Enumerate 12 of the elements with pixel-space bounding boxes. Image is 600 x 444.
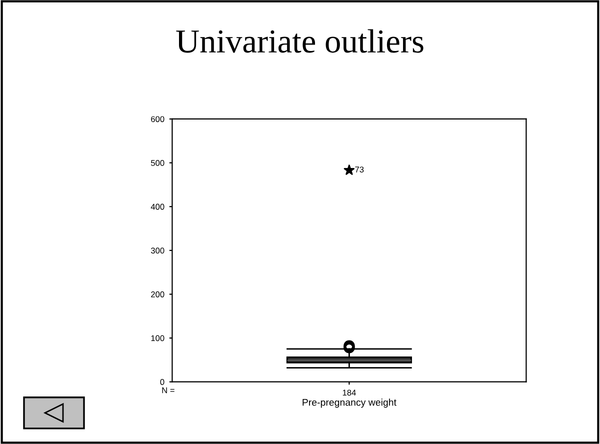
y-tick-label: 600 (151, 116, 164, 122)
y-tick-label: 200 (151, 291, 164, 298)
x-tick-label: 184 (342, 390, 356, 396)
y-tick-label: 500 (150, 160, 164, 166)
y-tick-label: 400 (150, 204, 164, 210)
y-tick-label: 300 (150, 248, 164, 254)
x-axis-title: Pre-pregnancy weight (302, 398, 396, 408)
annotation: 73 (355, 166, 364, 172)
text: N = (162, 387, 174, 394)
y-tick-label: 100 (151, 335, 164, 342)
y-tick-label: 0 (160, 379, 164, 385)
chart-title: Univariate outliers (176, 29, 424, 53)
